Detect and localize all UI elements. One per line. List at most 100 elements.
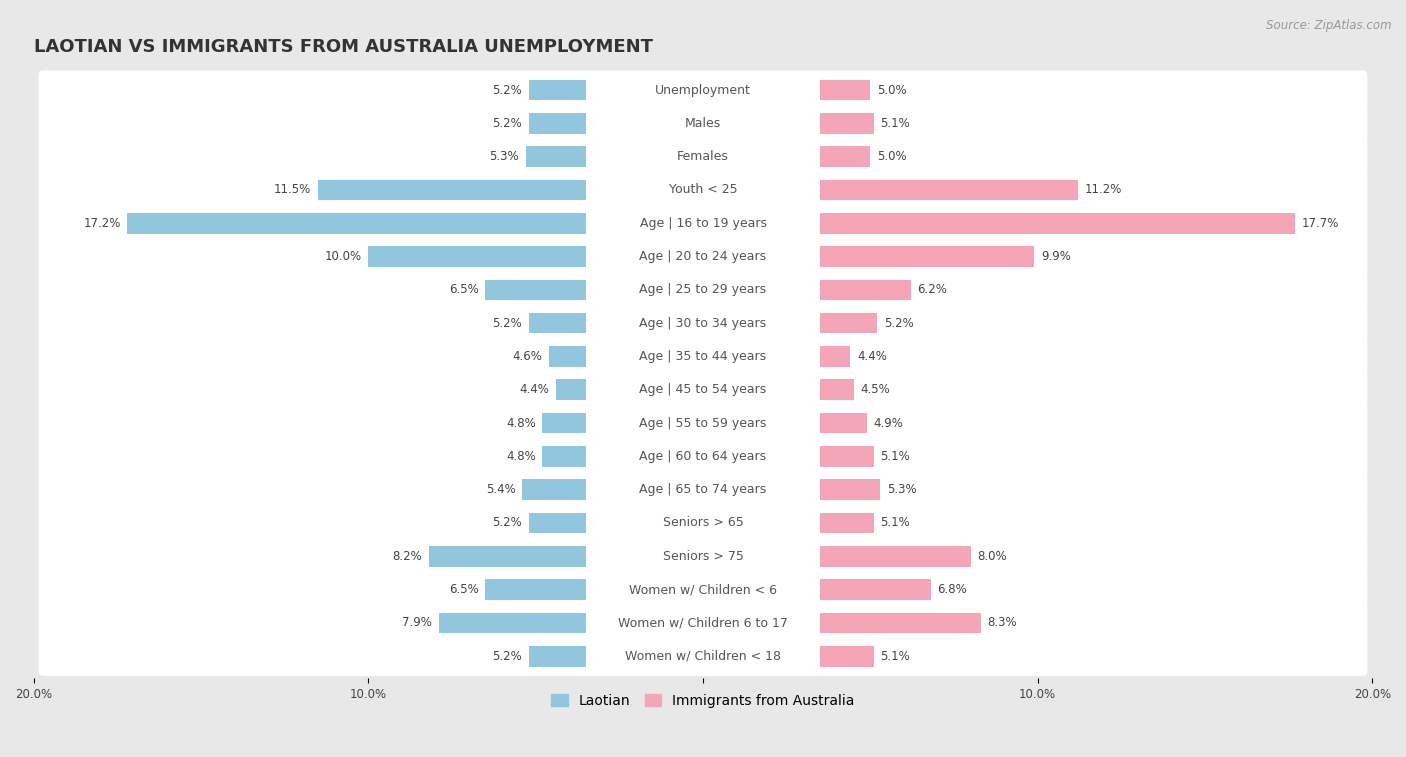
Text: Age | 45 to 54 years: Age | 45 to 54 years [640, 383, 766, 396]
Text: Age | 60 to 64 years: Age | 60 to 64 years [640, 450, 766, 463]
Bar [820, 246, 1035, 267]
Text: 5.2%: 5.2% [492, 516, 522, 529]
Text: Youth < 25: Youth < 25 [669, 183, 737, 196]
Bar [820, 113, 873, 134]
Bar [529, 646, 586, 666]
FancyBboxPatch shape [38, 70, 1368, 110]
Text: 8.2%: 8.2% [392, 550, 422, 562]
Text: LAOTIAN VS IMMIGRANTS FROM AUSTRALIA UNEMPLOYMENT: LAOTIAN VS IMMIGRANTS FROM AUSTRALIA UNE… [34, 38, 652, 56]
FancyBboxPatch shape [38, 637, 1368, 676]
Text: Women w/ Children 6 to 17: Women w/ Children 6 to 17 [619, 616, 787, 629]
Text: 5.1%: 5.1% [880, 516, 910, 529]
Text: Age | 25 to 29 years: Age | 25 to 29 years [640, 283, 766, 296]
FancyBboxPatch shape [38, 237, 1368, 276]
Text: 4.9%: 4.9% [873, 416, 904, 429]
Text: Women w/ Children < 18: Women w/ Children < 18 [626, 650, 780, 662]
Text: Age | 65 to 74 years: Age | 65 to 74 years [640, 483, 766, 496]
Text: Males: Males [685, 117, 721, 130]
Bar [128, 213, 586, 234]
Text: 4.8%: 4.8% [506, 416, 536, 429]
Text: Age | 30 to 34 years: Age | 30 to 34 years [640, 316, 766, 329]
Text: 7.9%: 7.9% [402, 616, 432, 629]
Text: 5.3%: 5.3% [489, 150, 519, 164]
Bar [820, 479, 880, 500]
Bar [820, 179, 1078, 201]
Bar [439, 612, 586, 634]
Bar [522, 479, 586, 500]
Bar [529, 113, 586, 134]
Text: 4.4%: 4.4% [858, 350, 887, 363]
FancyBboxPatch shape [38, 470, 1368, 509]
Text: 8.3%: 8.3% [987, 616, 1017, 629]
Bar [318, 179, 586, 201]
Bar [820, 446, 873, 467]
FancyBboxPatch shape [38, 537, 1368, 576]
Text: Age | 55 to 59 years: Age | 55 to 59 years [640, 416, 766, 429]
Bar [526, 146, 586, 167]
Text: 5.1%: 5.1% [880, 650, 910, 662]
FancyBboxPatch shape [38, 337, 1368, 376]
Text: 4.8%: 4.8% [506, 450, 536, 463]
Text: Age | 35 to 44 years: Age | 35 to 44 years [640, 350, 766, 363]
Text: 11.5%: 11.5% [274, 183, 311, 196]
FancyBboxPatch shape [38, 570, 1368, 609]
Text: Seniors > 75: Seniors > 75 [662, 550, 744, 562]
Bar [555, 379, 586, 400]
Text: 5.2%: 5.2% [492, 83, 522, 97]
Text: 4.4%: 4.4% [519, 383, 548, 396]
Text: 8.0%: 8.0% [977, 550, 1007, 562]
Text: 5.0%: 5.0% [877, 150, 907, 164]
Text: 5.2%: 5.2% [492, 316, 522, 329]
Bar [820, 379, 853, 400]
Text: 5.2%: 5.2% [492, 650, 522, 662]
Bar [820, 413, 868, 434]
Bar [820, 346, 851, 367]
Bar [820, 512, 873, 534]
FancyBboxPatch shape [38, 403, 1368, 443]
Bar [820, 279, 911, 301]
Text: Unemployment: Unemployment [655, 83, 751, 97]
Bar [543, 446, 586, 467]
Text: 6.5%: 6.5% [449, 283, 478, 296]
FancyBboxPatch shape [38, 503, 1368, 543]
Bar [485, 579, 586, 600]
Bar [529, 313, 586, 334]
Text: 17.2%: 17.2% [83, 217, 121, 229]
Text: 10.0%: 10.0% [325, 250, 361, 263]
FancyBboxPatch shape [38, 270, 1368, 310]
Text: 6.2%: 6.2% [917, 283, 948, 296]
Text: 5.0%: 5.0% [877, 83, 907, 97]
FancyBboxPatch shape [38, 437, 1368, 476]
Text: 5.4%: 5.4% [486, 483, 516, 496]
Text: 5.1%: 5.1% [880, 450, 910, 463]
FancyBboxPatch shape [38, 370, 1368, 410]
Bar [485, 279, 586, 301]
Text: 4.6%: 4.6% [512, 350, 543, 363]
FancyBboxPatch shape [38, 304, 1368, 343]
FancyBboxPatch shape [38, 104, 1368, 143]
Text: Seniors > 65: Seniors > 65 [662, 516, 744, 529]
Bar [820, 213, 1295, 234]
Text: 11.2%: 11.2% [1084, 183, 1122, 196]
Text: Source: ZipAtlas.com: Source: ZipAtlas.com [1267, 19, 1392, 32]
Bar [548, 346, 586, 367]
Bar [820, 146, 870, 167]
Bar [820, 79, 870, 101]
Text: 5.2%: 5.2% [492, 117, 522, 130]
FancyBboxPatch shape [38, 170, 1368, 210]
Bar [820, 646, 873, 666]
Text: 9.9%: 9.9% [1040, 250, 1071, 263]
Bar [529, 79, 586, 101]
Text: 4.5%: 4.5% [860, 383, 890, 396]
Text: Women w/ Children < 6: Women w/ Children < 6 [628, 583, 778, 596]
Bar [820, 612, 981, 634]
Bar [529, 512, 586, 534]
Bar [820, 546, 970, 567]
Bar [429, 546, 586, 567]
Bar [820, 579, 931, 600]
Text: Age | 20 to 24 years: Age | 20 to 24 years [640, 250, 766, 263]
Bar [368, 246, 586, 267]
Text: 5.3%: 5.3% [887, 483, 917, 496]
FancyBboxPatch shape [38, 137, 1368, 176]
Bar [820, 313, 877, 334]
